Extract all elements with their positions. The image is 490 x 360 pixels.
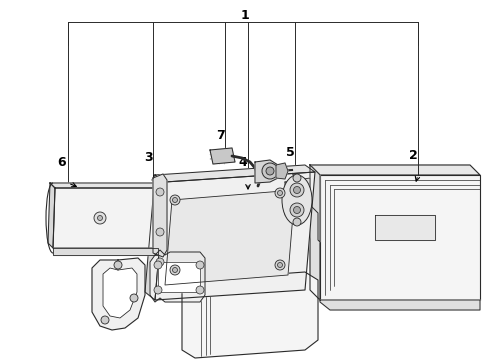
Circle shape: [130, 294, 138, 302]
Circle shape: [101, 316, 109, 324]
Circle shape: [170, 195, 180, 205]
Text: 4: 4: [239, 156, 247, 168]
Circle shape: [294, 186, 300, 194]
Text: 5: 5: [286, 145, 294, 158]
Circle shape: [172, 267, 177, 273]
Circle shape: [154, 261, 162, 269]
Circle shape: [114, 261, 122, 269]
Circle shape: [290, 183, 304, 197]
Polygon shape: [155, 172, 315, 300]
Text: 3: 3: [144, 150, 152, 163]
Polygon shape: [145, 175, 165, 300]
Polygon shape: [310, 165, 320, 242]
Polygon shape: [182, 272, 318, 358]
Circle shape: [277, 262, 283, 267]
Polygon shape: [165, 190, 295, 285]
Polygon shape: [210, 148, 235, 164]
Polygon shape: [150, 250, 205, 302]
Polygon shape: [375, 215, 435, 240]
Polygon shape: [320, 300, 480, 310]
Polygon shape: [48, 183, 55, 248]
Text: 7: 7: [216, 129, 224, 141]
Polygon shape: [158, 262, 200, 292]
Polygon shape: [103, 268, 137, 318]
Polygon shape: [50, 183, 160, 188]
Circle shape: [275, 260, 285, 270]
Polygon shape: [285, 178, 310, 215]
Ellipse shape: [282, 175, 312, 225]
Circle shape: [172, 198, 177, 202]
Polygon shape: [320, 175, 480, 300]
Polygon shape: [310, 165, 320, 300]
Circle shape: [94, 212, 106, 224]
Circle shape: [156, 258, 164, 266]
Polygon shape: [92, 258, 145, 330]
Circle shape: [156, 188, 164, 196]
Circle shape: [196, 261, 204, 269]
Text: 2: 2: [409, 149, 417, 162]
Circle shape: [293, 174, 301, 182]
Circle shape: [294, 207, 300, 213]
Circle shape: [98, 216, 102, 220]
Circle shape: [275, 188, 285, 198]
Circle shape: [196, 286, 204, 294]
Circle shape: [277, 190, 283, 195]
Polygon shape: [276, 163, 288, 179]
Circle shape: [266, 167, 274, 175]
Polygon shape: [155, 165, 315, 182]
Text: 6: 6: [58, 156, 66, 168]
Circle shape: [293, 218, 301, 226]
Polygon shape: [153, 174, 167, 257]
Circle shape: [170, 265, 180, 275]
Polygon shape: [310, 165, 480, 175]
Text: 1: 1: [241, 9, 249, 22]
Polygon shape: [53, 248, 158, 255]
Circle shape: [290, 203, 304, 217]
Polygon shape: [53, 188, 160, 248]
Circle shape: [154, 286, 162, 294]
Circle shape: [262, 163, 278, 179]
Circle shape: [156, 228, 164, 236]
Polygon shape: [255, 160, 278, 183]
